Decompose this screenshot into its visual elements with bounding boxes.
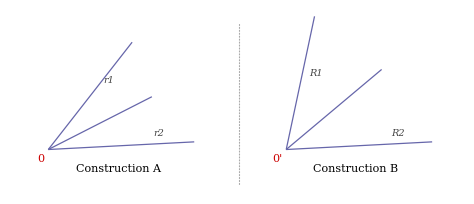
Text: Construction B: Construction B (313, 163, 399, 173)
Text: Construction A: Construction A (75, 163, 161, 173)
Text: R1: R1 (309, 69, 323, 78)
Text: R2: R2 (391, 129, 405, 138)
Text: r1: r1 (103, 76, 114, 84)
Text: r2: r2 (154, 129, 164, 138)
Text: 0: 0 (37, 153, 44, 163)
Text: 0': 0' (272, 153, 282, 163)
